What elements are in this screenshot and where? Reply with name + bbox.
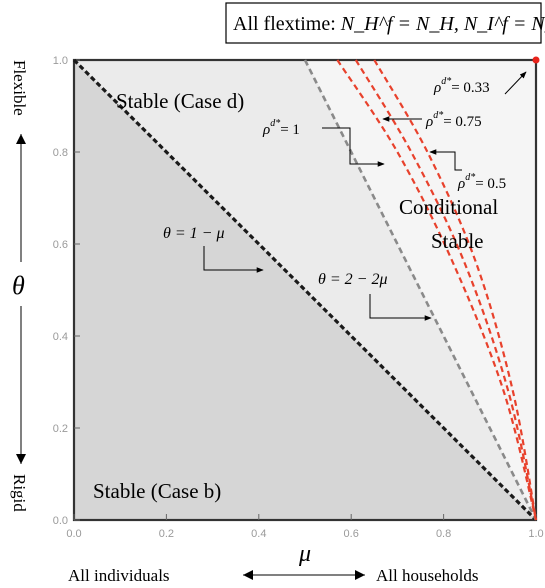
x-arrow-left	[243, 570, 253, 580]
conditional-label-2: Stable	[431, 229, 484, 253]
x-right-label: All households	[376, 566, 478, 585]
x-tick-label: 0.4	[251, 528, 266, 540]
y-label-gap	[8, 262, 34, 306]
region-lower-label: Stable (Case b)	[93, 479, 221, 503]
x-left-label: All individuals	[68, 566, 170, 585]
series-line-0	[72, 58, 538, 522]
y-tick-label: 0.6	[53, 239, 68, 251]
y-tick-label: 0.2	[53, 423, 68, 435]
x-tick-label: 0.8	[436, 528, 451, 540]
region-upper-label: Stable (Case d)	[116, 89, 244, 113]
theta2-arrow	[369, 294, 432, 321]
y-tick-label: 0.0	[53, 515, 68, 527]
series-line-1	[303, 59, 538, 521]
y-bottom-label: Rigid	[10, 474, 29, 512]
rho033-arrow	[504, 71, 527, 95]
y-top-label: Flexible	[10, 60, 29, 116]
x-tick-label: 0.0	[66, 528, 81, 540]
x-tick-label: 0.6	[344, 528, 359, 540]
series-line-4	[373, 59, 538, 521]
theta1-label: θ = 1 − μ	[163, 225, 224, 242]
y-tick-label: 1.0	[53, 55, 68, 67]
rho1-arrow	[322, 127, 385, 167]
y-arrow-up	[16, 134, 26, 144]
title-prefix: All flextime:	[233, 13, 341, 35]
x-arrow-right	[355, 570, 365, 580]
tick-layer: 0.0 0.2 0.4 0.6 0.8 1.0 0.0 0.2 0.4 0.6 0.8 1.0	[53, 55, 544, 540]
title-formula: N_H^f = N_H, N_I^f = N_I	[340, 13, 545, 35]
x-tick-label: 1.0	[528, 528, 543, 540]
theta2-label: θ = 2 − 2μ	[318, 271, 387, 288]
series-line-2	[336, 59, 538, 521]
rho05-arrow	[429, 149, 462, 171]
rho1-label: ρd*= 1	[262, 118, 300, 138]
rho05-label: ρd*= 0.5	[457, 172, 506, 192]
series-line-3	[354, 59, 538, 521]
y-arrow-down	[16, 454, 26, 464]
x-tick-label: 0.2	[159, 528, 174, 540]
x-axis-label: μ	[298, 541, 311, 567]
corner-point	[532, 56, 540, 64]
rho033-label: ρd*= 0.33	[433, 76, 490, 96]
conditional-region	[306, 60, 536, 520]
theta1-arrow	[203, 246, 264, 273]
y-axis-label: θ	[12, 271, 25, 300]
y-tick-label: 0.8	[53, 147, 68, 159]
rho075-label: ρd*= 0.75	[425, 110, 482, 130]
title-text: All flextime: N_H^f = N_H, N_I^f = N_I	[233, 13, 545, 35]
conditional-label-1: Conditional	[399, 195, 498, 219]
title-box	[225, 2, 542, 44]
line-layer	[72, 58, 538, 522]
y-tick-label: 0.4	[53, 331, 68, 343]
